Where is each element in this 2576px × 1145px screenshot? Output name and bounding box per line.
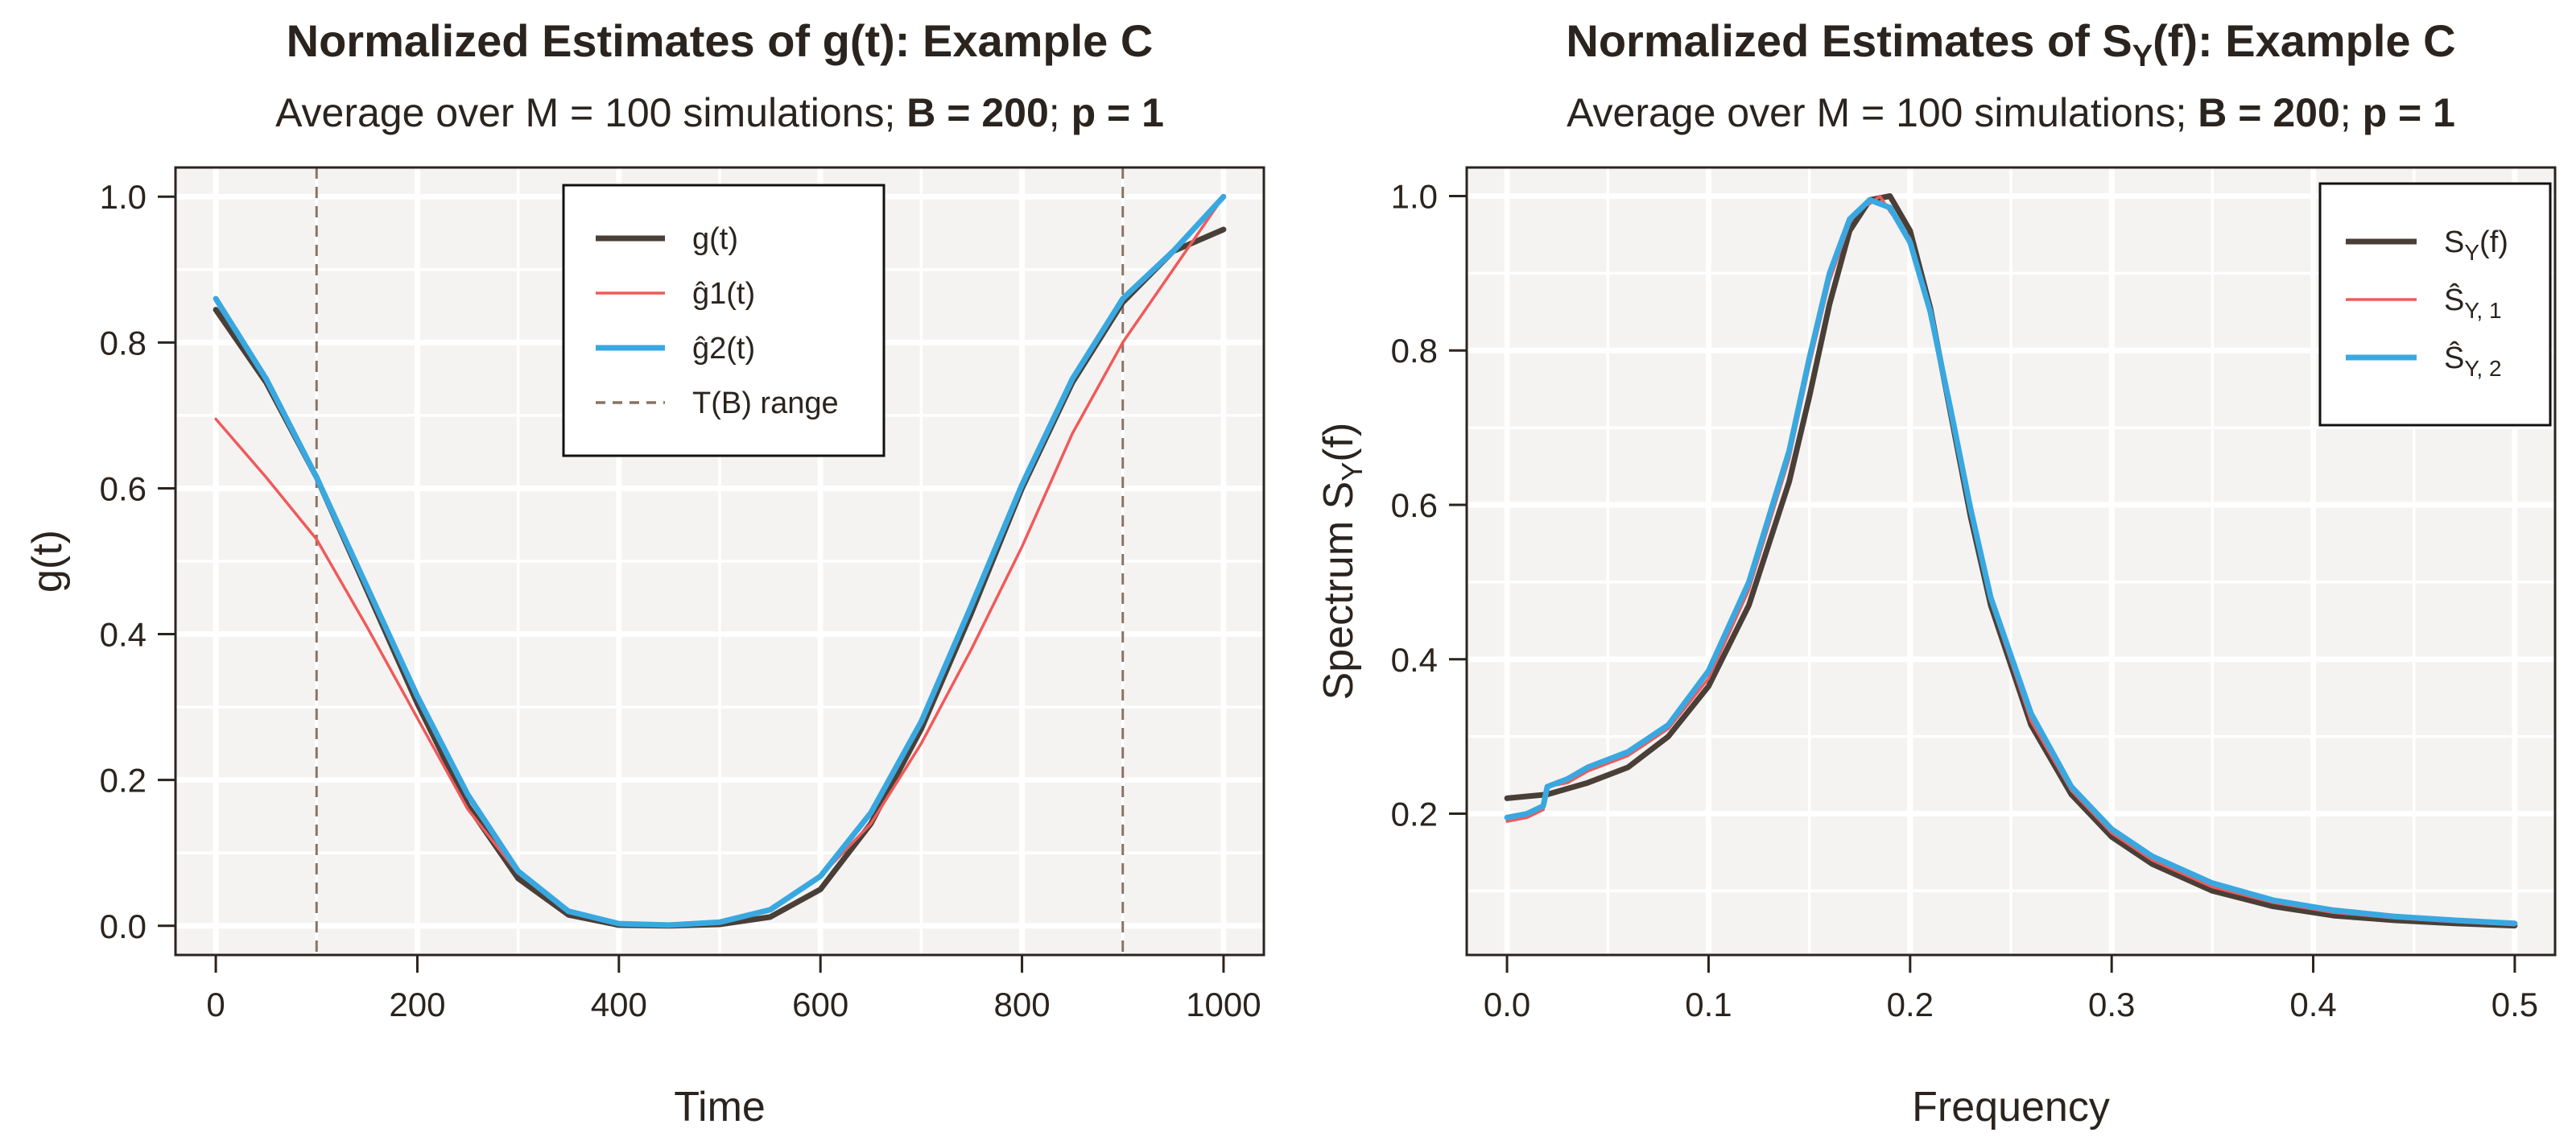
legend: SY(f) ŜY, 1 ŜY, 2 bbox=[2318, 182, 2552, 427]
panel-1: 0 200 400 600 800 1000 0.0 0.2 0.4 0.6 0.8 1.0 Norma… bbox=[24, 15, 1265, 1131]
plot-frame bbox=[174, 166, 1265, 957]
chart-title: Normalized Estimates of g(t): Example C bbox=[287, 15, 1154, 66]
chart-subtitle: Average over M = 100 simulations; B = 20… bbox=[1567, 90, 2455, 135]
legend-label-3: ŜY, 2 bbox=[2444, 340, 2502, 381]
series-line-2 bbox=[1505, 194, 2516, 927]
x-tick-label: 0 bbox=[206, 986, 225, 1023]
x-axis: 0 200 400 600 800 1000 bbox=[206, 955, 1261, 1023]
legend-label-2: ĝ1(t) bbox=[692, 277, 755, 311]
y-tick-label: 1.0 bbox=[1391, 177, 1438, 215]
y-tick-label: 0.4 bbox=[100, 616, 147, 654]
y-axis: 0.2 0.4 0.6 0.8 1.0 bbox=[1391, 177, 1467, 833]
legend-label-2: ŜY, 1 bbox=[2444, 282, 2502, 323]
legend-label-1: SY(f) bbox=[2444, 225, 2508, 265]
y-tick-label: 0.6 bbox=[1391, 486, 1438, 524]
y-tick-label: 1.0 bbox=[100, 178, 147, 216]
x-tick-label: 0.2 bbox=[1887, 986, 1934, 1023]
x-tick-label: 0.5 bbox=[2491, 986, 2538, 1023]
panel-2: 0.0 0.1 0.2 0.3 0.4 0.5 0.2 0.4 0.6 0.8 1.0 Normali… bbox=[1315, 15, 2557, 1131]
chart-subtitle: Average over M = 100 simulations; B = 20… bbox=[275, 90, 1164, 135]
y-tick-label: 0.0 bbox=[100, 907, 147, 945]
y-tick-label: 0.8 bbox=[1391, 332, 1438, 370]
x-tick-label: 0.0 bbox=[1484, 986, 1530, 1023]
y-tick-label: 0.6 bbox=[100, 469, 147, 507]
x-axis-label: Frequency bbox=[1912, 1084, 2110, 1131]
x-tick-label: 800 bbox=[994, 986, 1051, 1023]
series-line-3 bbox=[1504, 196, 2518, 927]
legend: g(t) ĝ1(t) ĝ2(t) T(B) range bbox=[562, 184, 886, 457]
x-tick-label: 0.3 bbox=[2088, 986, 2135, 1023]
y-axis-label: Spectrum SY(f) bbox=[1315, 423, 1368, 701]
grid bbox=[1467, 167, 2555, 955]
legend-label-1: g(t) bbox=[692, 222, 738, 256]
x-tick-label: 0.1 bbox=[1685, 986, 1732, 1023]
x-axis: 0.0 0.1 0.2 0.3 0.4 0.5 bbox=[1484, 955, 2538, 1023]
plot-frame bbox=[1465, 166, 2557, 957]
x-tick-label: 600 bbox=[792, 986, 848, 1023]
x-axis-label: Time bbox=[674, 1084, 766, 1131]
y-axis-label: g(t) bbox=[24, 530, 71, 593]
series-line-3 bbox=[213, 193, 1227, 928]
y-tick-label: 0.2 bbox=[100, 762, 147, 800]
y-tick-label: 0.8 bbox=[100, 324, 147, 362]
legend-box bbox=[562, 184, 886, 457]
y-tick-label: 0.4 bbox=[1391, 641, 1438, 679]
chart-title: Normalized Estimates of SY(f): Example C bbox=[1566, 15, 2455, 73]
legend-label-4: T(B) range bbox=[692, 386, 839, 420]
x-tick-label: 0.4 bbox=[2289, 986, 2336, 1023]
y-tick-label: 0.2 bbox=[1391, 796, 1438, 833]
x-tick-label: 200 bbox=[389, 986, 445, 1023]
y-axis: 0.0 0.2 0.4 0.6 0.8 1.0 bbox=[100, 178, 175, 945]
legend-box bbox=[2318, 182, 2552, 427]
legend-label-3: ĝ2(t) bbox=[692, 332, 755, 366]
x-tick-label: 1000 bbox=[1186, 986, 1261, 1023]
x-tick-label: 400 bbox=[591, 986, 647, 1023]
